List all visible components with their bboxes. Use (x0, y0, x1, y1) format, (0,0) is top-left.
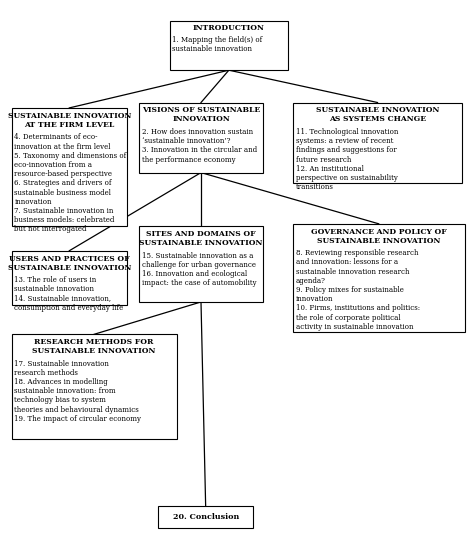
Text: VISIONS OF SUSTAINABLE
INNOVATION: VISIONS OF SUSTAINABLE INNOVATION (142, 106, 260, 124)
Text: RESEARCH METHODS FOR
SUSTAINABLE INNOVATION: RESEARCH METHODS FOR SUSTAINABLE INNOVAT… (33, 338, 156, 355)
FancyBboxPatch shape (170, 20, 288, 70)
Text: 4. Determinants of eco-
innovation at the firm level
5. Taxonomy and dimensions : 4. Determinants of eco- innovation at th… (15, 133, 127, 233)
Text: 20. Conclusion: 20. Conclusion (173, 513, 239, 521)
Text: 11. Technological innovation
systems: a review of recent
findings and suggestion: 11. Technological innovation systems: a … (295, 128, 398, 191)
Text: 15. Sustainable innovation as a
challenge for urban governance
16. Innovation an: 15. Sustainable innovation as a challeng… (142, 252, 257, 288)
FancyBboxPatch shape (293, 102, 462, 183)
FancyBboxPatch shape (12, 334, 177, 439)
FancyBboxPatch shape (293, 224, 465, 332)
FancyBboxPatch shape (139, 227, 263, 302)
Text: 8. Reviewing responsible research
and innovation: lessons for a
sustainable inno: 8. Reviewing responsible research and in… (295, 249, 419, 331)
Text: 2. How does innovation sustain
‘sustainable innovation’?
3. Innovation in the ci: 2. How does innovation sustain ‘sustaina… (142, 128, 257, 163)
FancyBboxPatch shape (12, 108, 127, 227)
Text: SUSTAINABLE INNOVATION
AT THE FIRM LEVEL: SUSTAINABLE INNOVATION AT THE FIRM LEVEL (8, 112, 131, 129)
FancyBboxPatch shape (139, 102, 263, 173)
Text: 13. The role of users in
sustainable innovation
14. Sustainable innovation,
cons: 13. The role of users in sustainable inn… (15, 276, 124, 312)
Text: SITES AND DOMAINS OF
SUSTAINABLE INNOVATION: SITES AND DOMAINS OF SUSTAINABLE INNOVAT… (139, 230, 263, 248)
Text: GOVERNANCE AND POLICY OF
SUSTAINABLE INNOVATION: GOVERNANCE AND POLICY OF SUSTAINABLE INN… (311, 228, 447, 245)
Text: SUSTAINABLE INNOVATION
AS SYSTEMS CHANGE: SUSTAINABLE INNOVATION AS SYSTEMS CHANGE (316, 106, 439, 124)
Text: 1. Mapping the field(s) of
sustainable innovation: 1. Mapping the field(s) of sustainable i… (173, 36, 263, 53)
Text: USERS AND PRACTICES OF
SUSTAINABLE INNOVATION: USERS AND PRACTICES OF SUSTAINABLE INNOV… (8, 255, 131, 272)
FancyBboxPatch shape (158, 505, 253, 529)
Text: 17. Sustainable innovation
research methods
18. Advances in modelling
sustainabl: 17. Sustainable innovation research meth… (15, 360, 142, 423)
Text: INTRODUCTION: INTRODUCTION (193, 24, 265, 32)
FancyBboxPatch shape (12, 251, 127, 305)
